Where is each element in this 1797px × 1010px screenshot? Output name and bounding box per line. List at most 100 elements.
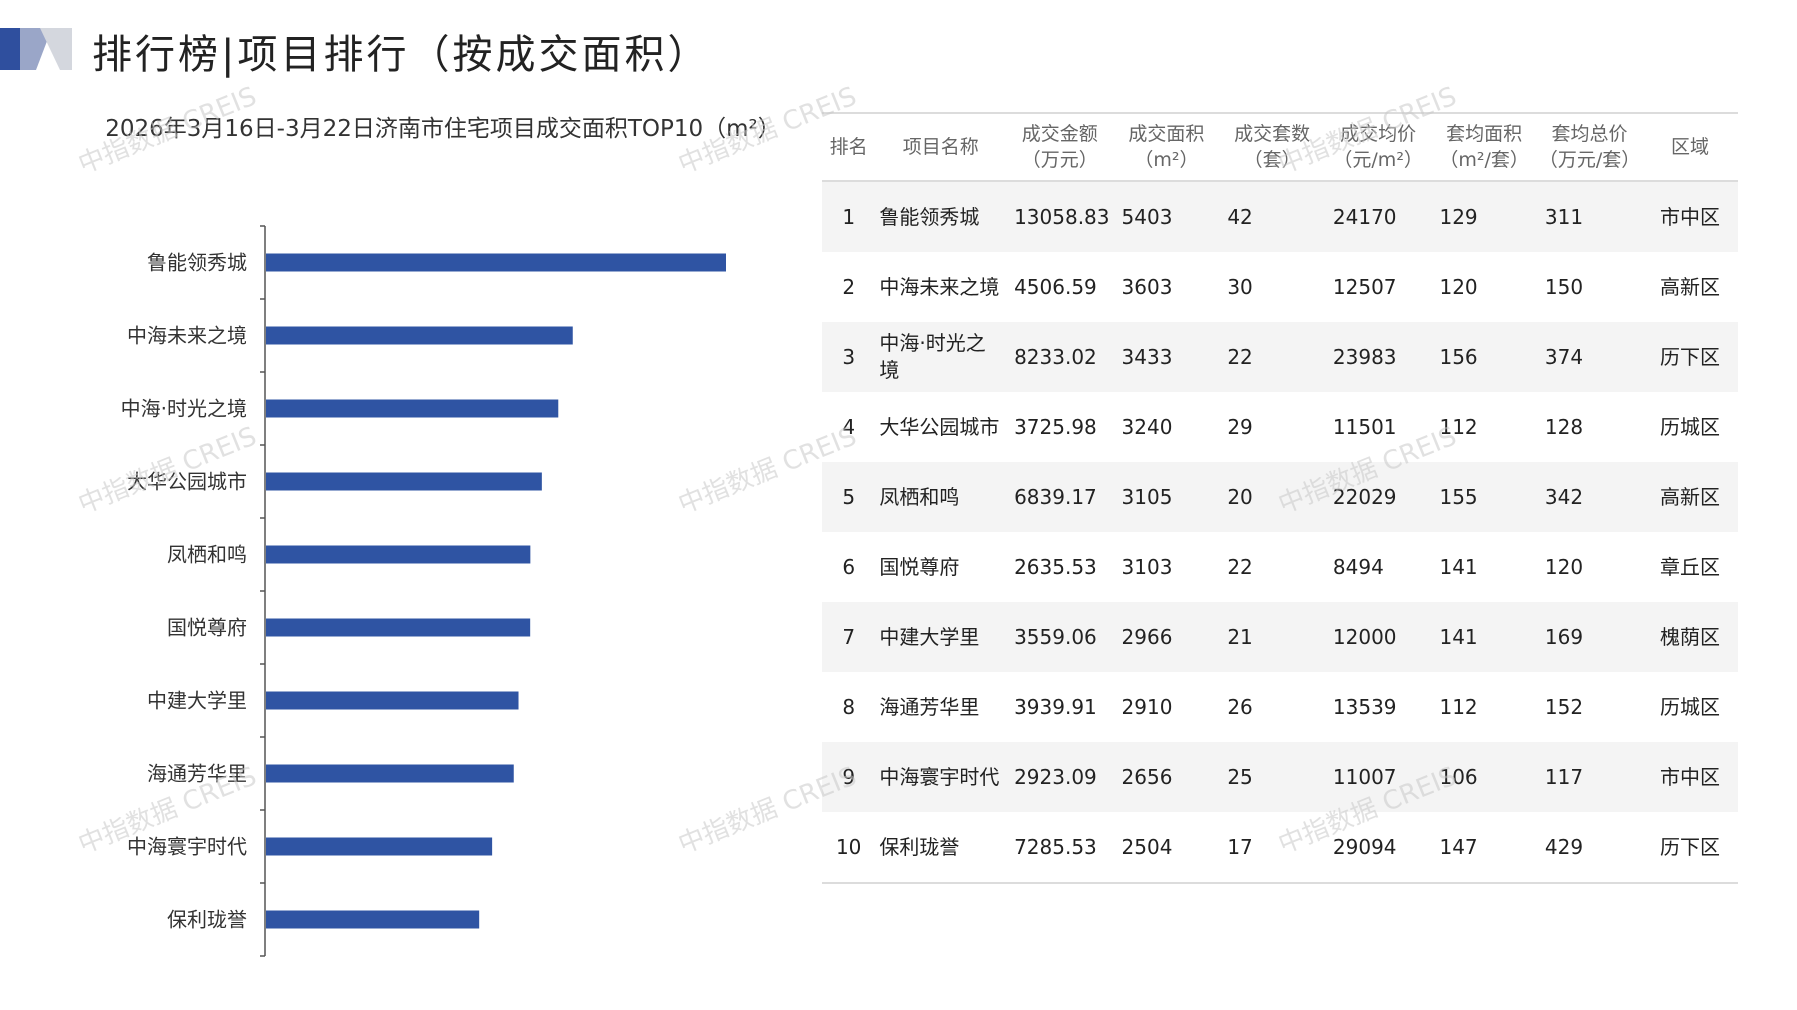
chart-title: 2026年3月16日-3月22日济南市住宅项目成交面积TOP10（m²）	[105, 116, 781, 142]
table-cell-price: 12507	[1332, 274, 1397, 299]
category-label: 中建大学里	[147, 689, 247, 713]
table-cell-name: 大华公园城市	[879, 414, 1000, 439]
table-cell-price: 24170	[1324, 181, 1432, 252]
table-cell-avg-area: 147	[1431, 812, 1537, 884]
table-cell-price: 11007	[1324, 742, 1432, 812]
table-cell-district: 市中区	[1642, 181, 1738, 252]
table-cell-area: 3103	[1121, 554, 1173, 579]
table-cell-price: 11501	[1332, 414, 1397, 439]
table-cell-units: 22	[1219, 322, 1325, 392]
table-cell-name: 国悦尊府	[879, 554, 960, 579]
table-cell-area: 3240	[1121, 414, 1173, 439]
table-cell-amount: 6839.17	[1006, 462, 1114, 532]
table-cell-amount: 3559.06	[1006, 602, 1114, 672]
table-row: 9 中海寰宇时代 2923.09 2656 25 11007 106 117 市中区	[822, 742, 1738, 812]
table-row: 4 大华公园城市 3725.98 3240 29 11501 112 128 历城区	[822, 392, 1738, 462]
table-cell-area: 5403	[1113, 181, 1220, 252]
table-cell-amount: 7285.53	[1006, 812, 1114, 884]
category-label: 中海·时光之境	[121, 397, 247, 421]
table-cell-rank: 8	[842, 694, 856, 719]
table-cell-area: 2966	[1113, 602, 1220, 672]
table-cell-name: 中海未来之境	[879, 274, 1000, 299]
bar-chart: 鲁能领秀城中海未来之境中海·时光之境大华公园城市凤栖和鸣国悦尊府中建大学里海通芳…	[121, 225, 726, 957]
table-row: 7 中建大学里 3559.06 2966 21 12000 141 169 槐荫区	[822, 602, 1738, 672]
table-row: 5 凤栖和鸣 6839.17 3105 20 22029 155 342 高新区	[822, 462, 1738, 532]
table-cell-avg-area: 112	[1439, 694, 1478, 719]
table-cell-rank: 9	[822, 742, 876, 812]
table-cell-name: 凤栖和鸣	[875, 462, 1007, 532]
header-label: 区域	[1671, 136, 1710, 158]
table-row: 6 国悦尊府 2635.53 3103 22 8494 141 120 章丘区	[822, 532, 1738, 602]
header-label: 成交面积	[1128, 123, 1205, 145]
table-cell-avg-total: 150	[1544, 274, 1584, 299]
table-cell-name: 中海·时光之境	[875, 322, 1007, 392]
table-row: 10 保利珑誉 7285.53 2504 17 29094 147 429 历下区	[822, 812, 1738, 884]
table-cell-area: 3433	[1113, 322, 1220, 392]
table-row: 3 中海·时光之境 8233.02 3433 22 23983 156 374 历下区	[822, 322, 1738, 392]
category-label: 鲁能领秀城	[147, 251, 247, 275]
table-header-cell: 成交均价 （元/m²）	[1324, 112, 1432, 182]
table-cell-avg-area: 156	[1431, 322, 1537, 392]
table-header-cell: 套均面积 （m²/套）	[1431, 112, 1537, 182]
table-header-cell: 成交金额 （万元）	[1006, 112, 1114, 182]
table-cell-units: 25	[1219, 742, 1325, 812]
table-cell-amount: 8233.02	[1006, 322, 1114, 392]
category-label: 大华公园城市	[127, 470, 247, 494]
category-label: 海通芳华里	[147, 762, 247, 786]
category-label: 国悦尊府	[167, 616, 247, 640]
table-cell-amount: 3939.91	[1014, 694, 1097, 719]
table-cell-area: 2504	[1113, 812, 1220, 884]
bar	[266, 399, 559, 418]
header-label: 套均面积	[1446, 123, 1523, 145]
table-cell-district: 槐荫区	[1642, 602, 1738, 672]
table-cell-amount: 4506.59	[1014, 274, 1097, 299]
table-cell-rank: 7	[822, 602, 876, 672]
table-cell-rank: 5	[822, 462, 876, 532]
table-cell-avg-total: 374	[1536, 322, 1643, 392]
bar	[266, 472, 542, 491]
table-cell-rank: 4	[842, 414, 856, 439]
header-label: 成交均价	[1340, 123, 1417, 145]
bar	[266, 837, 493, 856]
category-label: 中海寰宇时代	[127, 835, 247, 859]
table-cell-units: 21	[1219, 602, 1325, 672]
table-cell-name: 鲁能领秀城	[875, 181, 1007, 252]
bar	[266, 691, 519, 710]
table-cell-price: 12000	[1324, 602, 1432, 672]
header-unit: （万元）	[1021, 149, 1098, 171]
table-cell-name: 保利珑誉	[875, 812, 1007, 884]
table-cell-units: 22	[1227, 554, 1253, 579]
table-cell-avg-area: 155	[1431, 462, 1537, 532]
category-label: 保利珑誉	[167, 908, 247, 932]
header-unit: （元/m²）	[1333, 149, 1423, 171]
header-label: 成交金额	[1021, 123, 1098, 145]
ranking-table: 排名 项目名称 成交金额 （万元） 成交面积 （m²） 成交套数 （套） 成交均价 （元/m²） 套…	[822, 112, 1738, 884]
table-cell-avg-total: 120	[1544, 554, 1584, 579]
table-cell-price: 8494	[1332, 554, 1384, 579]
header-label: 排名	[829, 136, 868, 158]
table-cell-units: 30	[1227, 274, 1253, 299]
table-cell-price: 13539	[1332, 694, 1397, 719]
category-label: 中海未来之境	[127, 324, 247, 348]
category-label: 凤栖和鸣	[167, 543, 247, 567]
table-cell-avg-area: 112	[1439, 414, 1478, 439]
table-cell-avg-total: 117	[1536, 742, 1643, 812]
table-cell-area: 3603	[1121, 274, 1173, 299]
table-cell-units: 17	[1219, 812, 1325, 884]
table-cell-rank: 2	[842, 274, 856, 299]
table-cell-amount: 2635.53	[1014, 554, 1097, 579]
table-header-cell: 排名	[822, 112, 876, 182]
table-cell-rank: 6	[842, 554, 856, 579]
table-cell-name: 海通芳华里	[879, 694, 980, 719]
bar	[266, 764, 514, 783]
table-cell-district: 历下区	[1642, 322, 1738, 392]
header-label: 项目名称	[902, 136, 979, 158]
table-cell-avg-area: 129	[1431, 181, 1537, 252]
table-header-cell: 成交套数 （套）	[1219, 112, 1325, 182]
table-cell-amount: 3725.98	[1014, 414, 1097, 439]
table-cell-units: 29	[1227, 414, 1253, 439]
table-cell-district: 市中区	[1642, 742, 1738, 812]
table-cell-district: 历城区	[1660, 694, 1721, 719]
table-cell-price: 22029	[1324, 462, 1432, 532]
bar	[266, 326, 573, 345]
